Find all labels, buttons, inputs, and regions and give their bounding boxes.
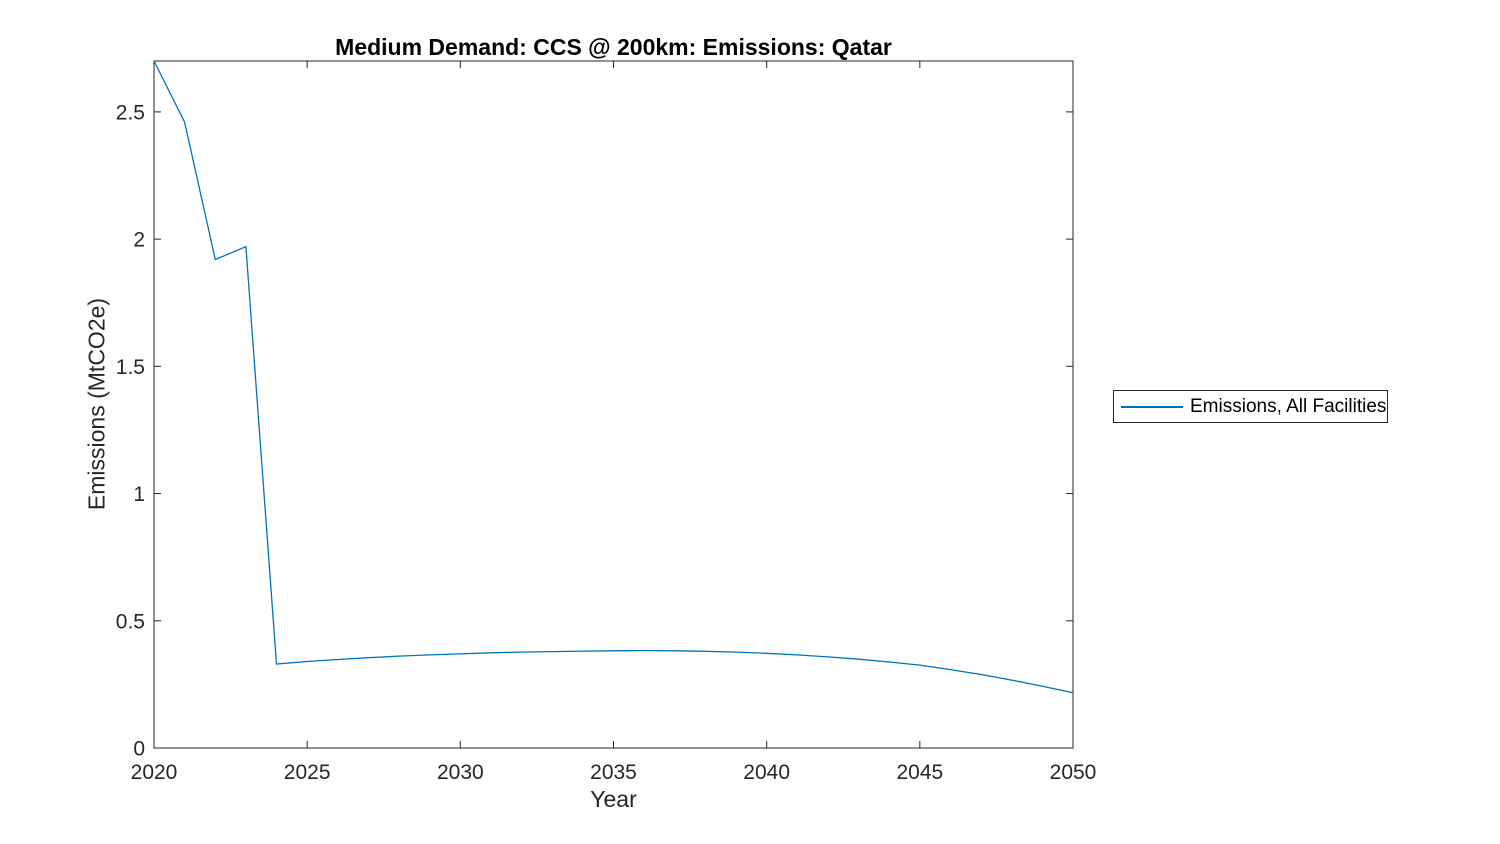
y-tick-label: 1.5 (116, 356, 145, 379)
x-tick-label: 2040 (743, 761, 790, 784)
x-axis-label: Year (590, 786, 637, 812)
x-tick-label: 2045 (896, 761, 943, 784)
y-axis-label: Emissions (MtCO2e) (83, 297, 110, 511)
y-tick-label: 2.5 (116, 101, 145, 124)
x-tick-label: 2030 (437, 761, 484, 784)
legend-line-sample-icon (1121, 405, 1183, 408)
legend-box: Emissions, All Facilities (1113, 390, 1388, 423)
x-tick-label: 2025 (284, 761, 331, 784)
x-tick-label: 2020 (131, 761, 178, 784)
y-tick-label: 0.5 (116, 610, 145, 633)
series-line (153, 60, 1074, 694)
x-tick-label: 2050 (1050, 761, 1097, 784)
x-tick-label: 2035 (590, 761, 637, 784)
chart-title: Medium Demand: CCS @ 200km: Emissions: Q… (335, 34, 892, 60)
y-tick-label: 1 (133, 483, 145, 506)
y-tick-label: 0 (133, 738, 145, 761)
legend-series-label: Emissions, All Facilities (1190, 395, 1387, 417)
y-tick-label: 2 (133, 229, 145, 252)
plot-box (153, 60, 1074, 749)
